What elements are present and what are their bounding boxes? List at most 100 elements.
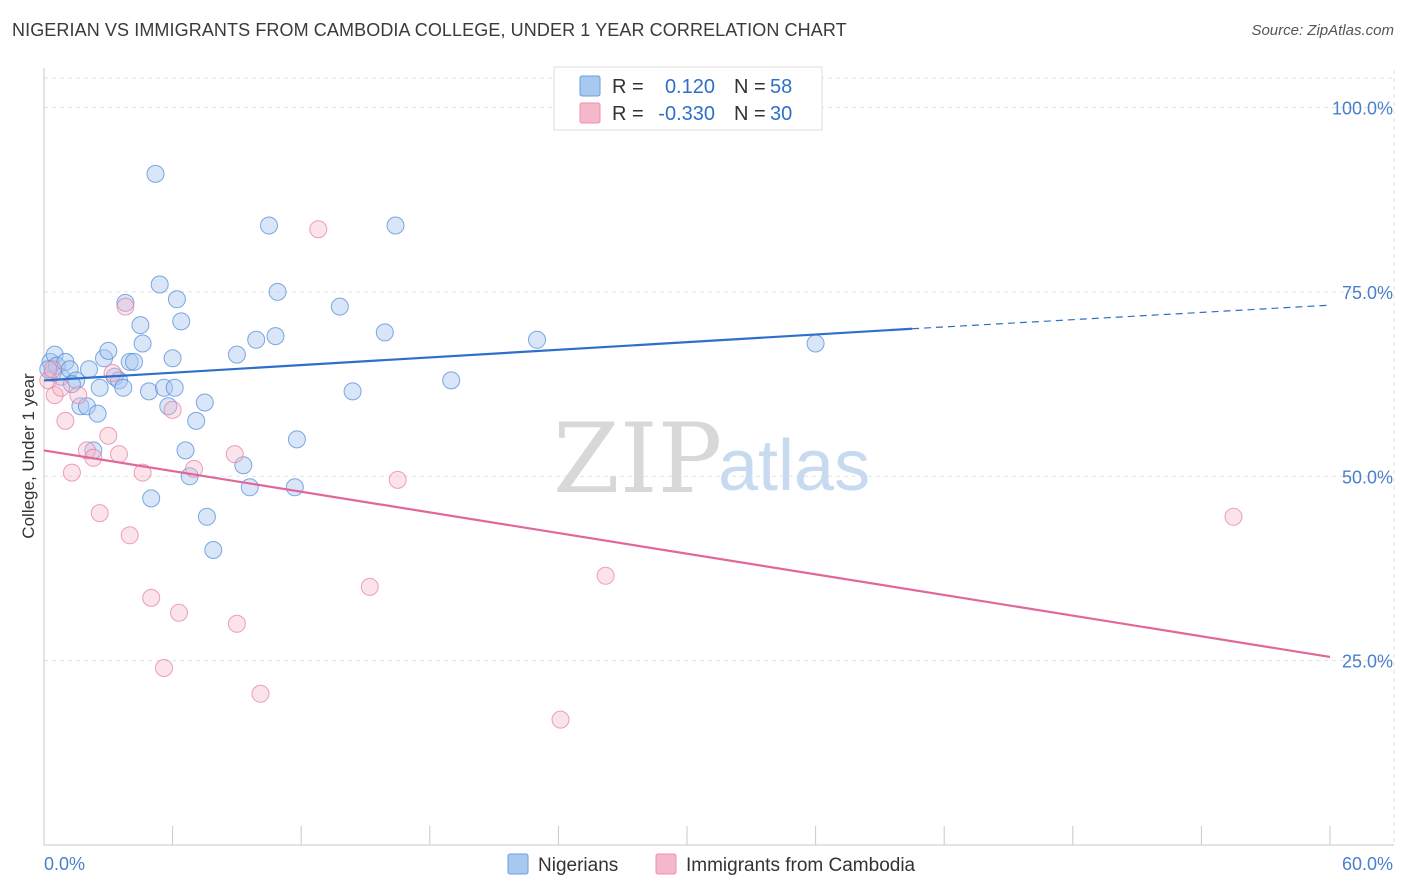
y-axis-label: College, Under 1 year: [19, 373, 38, 539]
point-cambodia-7: [77, 441, 96, 460]
point-cambodia-14: [120, 526, 139, 545]
point-nigerians-25: [146, 164, 165, 183]
point-cambodia-4: [56, 411, 75, 430]
point-nigerians-26: [150, 275, 169, 294]
point-nigerians-32: [172, 312, 191, 331]
chart-title: NIGERIAN VS IMMIGRANTS FROM CAMBODIA COL…: [12, 20, 847, 40]
point-cambodia-23: [251, 684, 270, 703]
point-nigerians-31: [167, 290, 186, 309]
point-nigerians-33: [176, 441, 195, 460]
source-label: Source: ZipAtlas.com: [1251, 22, 1394, 39]
tick-labels: 25.0% 50.0% 75.0% 100.0% 0.0% 60.0%: [44, 99, 1393, 875]
point-nigerians-15: [99, 341, 118, 360]
point-cambodia-3: [52, 378, 71, 397]
point-nigerians-44: [268, 282, 287, 301]
point-nigerians-18: [116, 293, 135, 312]
watermark: ZIP atlas: [553, 403, 870, 515]
y-tick-label-0: 25.0%: [1342, 652, 1393, 672]
point-nigerians-43: [260, 216, 278, 235]
point-nigerians-57: [114, 378, 133, 397]
trend-line-nigerians: [43, 327, 913, 382]
point-nigerians-8: [71, 397, 90, 416]
point-cambodia-24: [309, 220, 328, 239]
point-cambodia-11: [103, 364, 122, 382]
point-cambodia-10: [99, 426, 118, 445]
point-nigerians-50: [375, 323, 394, 342]
series-legend-cambodia: Immigrants from Cambodia: [686, 855, 916, 876]
data-points: [39, 164, 1243, 729]
point-nigerians-13: [90, 378, 109, 397]
point-nigerians-42: [247, 330, 266, 349]
x-tick-label-1: 60.0%: [1342, 854, 1393, 874]
point-nigerians-52: [442, 371, 461, 390]
y-tick-label-3: 100.0%: [1332, 99, 1393, 119]
point-cambodia-22: [227, 614, 246, 633]
point-nigerians-21: [131, 316, 150, 335]
point-cambodia-29: [1224, 507, 1243, 526]
point-cambodia-9: [90, 504, 109, 523]
x-tick-label-0: 0.0%: [44, 854, 85, 874]
point-nigerians-51: [386, 216, 405, 235]
point-nigerians-27: [155, 378, 173, 397]
watermark-atlas: atlas: [718, 426, 870, 506]
point-cambodia-15: [133, 463, 152, 482]
point-cambodia-5: [62, 463, 81, 482]
legend-r-label-0: R =: [612, 76, 644, 98]
point-cambodia-12: [110, 445, 128, 464]
series-legend-swatch-nigerians: [507, 853, 529, 875]
axes: [43, 68, 1394, 846]
point-cambodia-1: [43, 360, 62, 379]
legend-r-value-1: -0.330: [658, 103, 715, 125]
series-legend-nigerians: Nigerians: [538, 855, 618, 876]
trend-line-extension-nigerians: [912, 304, 1331, 330]
point-cambodia-13: [116, 297, 135, 316]
watermark-zip: ZIP: [553, 403, 722, 515]
point-nigerians-45: [266, 327, 285, 346]
point-nigerians-10: [80, 360, 98, 379]
point-nigerians-20: [125, 352, 143, 371]
legend-n-value-1: 30: [770, 103, 792, 125]
point-cambodia-27: [551, 710, 570, 729]
point-nigerians-47: [287, 430, 306, 449]
correlation-legend: R = 0.120 N = 58 R = -0.330 N = 30: [553, 66, 823, 131]
point-nigerians-22: [133, 334, 152, 353]
point-nigerians-11: [88, 404, 107, 423]
trend-lines: [43, 304, 1331, 659]
legend-n-label-0: N =: [734, 76, 766, 98]
series-legend: Nigerians Immigrants from Cambodia: [507, 853, 916, 876]
point-cambodia-19: [170, 603, 188, 622]
point-nigerians-29: [163, 349, 182, 368]
legend-n-label-1: N =: [734, 103, 766, 125]
point-cambodia-6: [69, 386, 88, 405]
point-nigerians-37: [197, 507, 216, 526]
point-cambodia-26: [388, 470, 407, 489]
point-nigerians-39: [227, 345, 246, 364]
legend-r-label-1: R =: [612, 103, 644, 125]
point-nigerians-54: [806, 334, 825, 353]
point-cambodia-18: [163, 400, 182, 419]
legend-swatch-cambodia: [579, 102, 601, 124]
point-nigerians-41: [240, 478, 259, 497]
point-cambodia-21: [225, 445, 244, 464]
y-tick-label-1: 50.0%: [1342, 467, 1393, 487]
point-nigerians-46: [285, 478, 304, 497]
y-tick-label-2: 75.0%: [1342, 283, 1393, 303]
point-cambodia-16: [142, 588, 161, 607]
point-cambodia-28: [596, 566, 615, 585]
trend-line-cambodia: [43, 449, 1331, 659]
point-nigerians-53: [528, 330, 546, 349]
point-nigerians-30: [165, 378, 184, 397]
point-cambodia-17: [155, 659, 173, 677]
point-nigerians-49: [343, 382, 362, 401]
point-nigerians-24: [142, 489, 161, 508]
point-nigerians-38: [204, 541, 223, 559]
series-legend-swatch-cambodia: [655, 853, 677, 875]
point-nigerians-23: [140, 382, 158, 401]
point-nigerians-48: [330, 297, 349, 316]
point-nigerians-36: [195, 393, 214, 412]
point-nigerians-35: [187, 411, 206, 430]
legend-swatch-nigerians: [579, 75, 601, 97]
point-nigerians-19: [120, 352, 139, 371]
legend-n-value-0: 58: [770, 76, 792, 98]
